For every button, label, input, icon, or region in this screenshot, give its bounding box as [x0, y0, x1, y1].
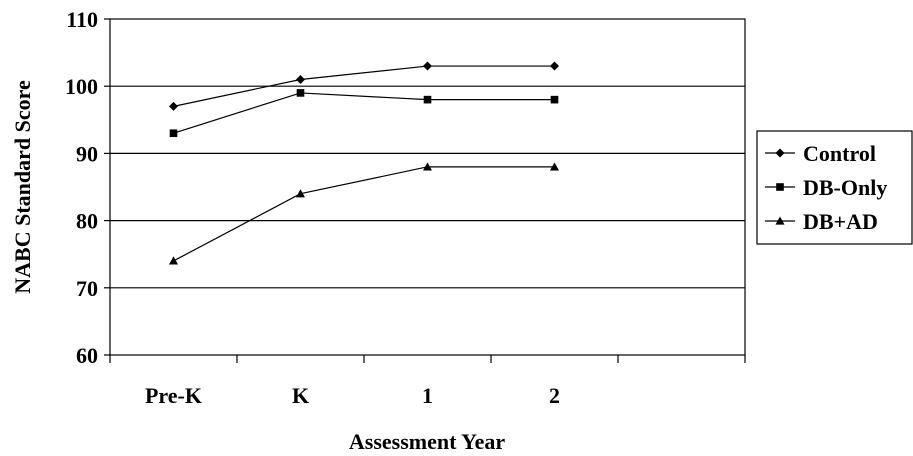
data-point [423, 61, 432, 71]
data-point [423, 95, 432, 104]
legend-items: Control DB-Only DB+AD [765, 141, 887, 234]
data-point [296, 89, 305, 97]
legend-marker [776, 183, 784, 191]
legend-label: DB-Only [803, 175, 887, 200]
data-point [169, 101, 178, 111]
y-tick-label: 80 [76, 209, 98, 234]
data-point [169, 256, 178, 265]
x-tick-label: 1 [422, 383, 433, 408]
series-db-ad [169, 162, 559, 265]
series-line [173, 65, 555, 107]
data-point [296, 189, 305, 198]
legend-marker [775, 148, 785, 158]
data-point [423, 162, 432, 171]
legend: Control DB-Only DB+AD [756, 130, 913, 245]
y-axis-title: NABC Standard Score [10, 80, 35, 294]
series-db-only [169, 89, 559, 138]
data-point [169, 129, 178, 138]
plot-area [109, 18, 746, 356]
x-axis-ticks [109, 355, 746, 363]
x-tick-label: Pre-K [145, 383, 202, 408]
x-tick-label: K [292, 383, 309, 408]
y-tick-label: 60 [76, 343, 98, 368]
y-tick-label: 70 [76, 276, 98, 301]
legend-item: Control [765, 141, 876, 166]
series-line [173, 92, 555, 134]
y-tick-label: 90 [76, 141, 98, 166]
data-point [550, 95, 559, 104]
x-axis-title: Assessment Year [349, 429, 505, 454]
data-point [550, 162, 559, 171]
x-axis-tick-labels: Pre-K K 1 2 [145, 383, 560, 408]
y-axis-tick-labels: 60 70 80 90 100 110 [65, 7, 98, 368]
y-tick-label: 110 [66, 7, 98, 32]
y-tick-label: 100 [65, 74, 98, 99]
legend-label: Control [803, 141, 876, 166]
legend-marker [775, 216, 785, 225]
x-tick-label: 2 [549, 383, 560, 408]
legend-item: DB+AD [765, 209, 878, 234]
gridlines [104, 18, 745, 356]
series-group [169, 61, 559, 265]
data-point [296, 74, 305, 84]
legend-item: DB-Only [765, 175, 887, 200]
series-control [169, 61, 559, 111]
legend-label: DB+AD [803, 209, 878, 234]
series-line [173, 166, 555, 262]
data-point [550, 61, 559, 71]
